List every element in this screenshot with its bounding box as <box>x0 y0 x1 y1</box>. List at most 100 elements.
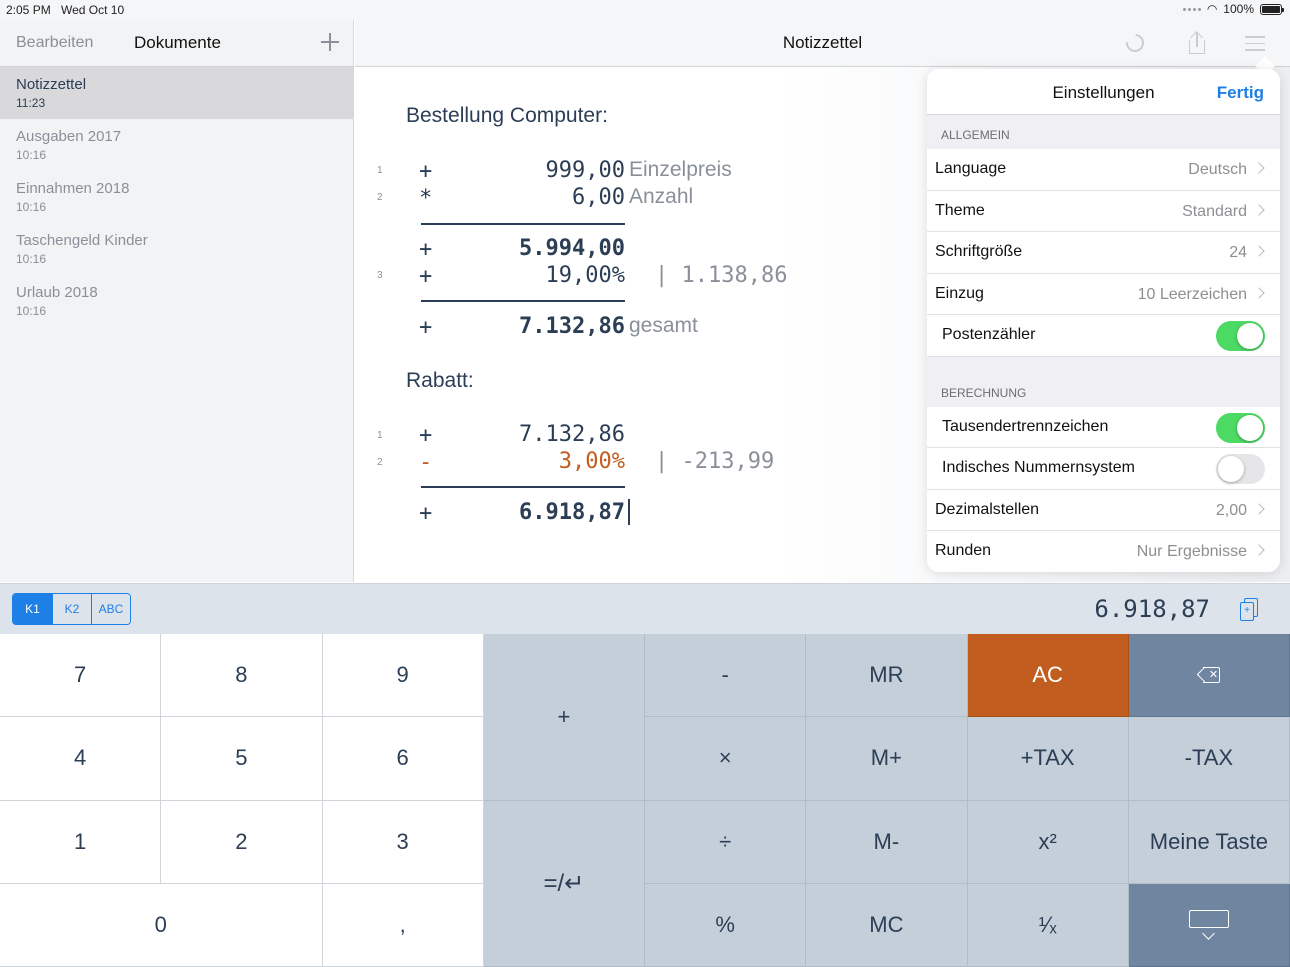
chevron-right-icon <box>1253 203 1265 216</box>
line-value: 6,00 <box>572 185 625 210</box>
line-value: 3,00% <box>558 449 625 474</box>
line-operator: + <box>419 159 433 184</box>
document-name: Ausgaben 2017 <box>16 128 122 145</box>
main-navbar: Notizzettel <box>355 20 1290 67</box>
indian-numbering-toggle[interactable] <box>1216 454 1265 484</box>
chevron-right-icon <box>1253 245 1265 257</box>
key-1[interactable]: 1 <box>0 800 162 884</box>
key-plus[interactable]: + <box>483 634 645 801</box>
setting-indent[interactable]: Einzug 10 Leerzeichen <box>927 273 1280 315</box>
line-operator: - <box>419 450 433 475</box>
setting-indian-numbering: Indisches Nummernsystem <box>927 448 1280 490</box>
setting-value: 10 Leerzeichen <box>1137 285 1247 303</box>
line-number: 1 <box>377 165 383 176</box>
key-9[interactable]: 9 <box>322 634 484 718</box>
tab-k2[interactable]: K2 <box>52 594 91 624</box>
key-custom[interactable]: Meine Taste <box>1128 800 1290 884</box>
key-4[interactable]: 4 <box>0 717 162 801</box>
key-6[interactable]: 6 <box>322 717 484 801</box>
key-reciprocal[interactable]: ¹⁄ₓ <box>967 883 1129 967</box>
setting-label: Einzug <box>935 284 984 302</box>
key-0[interactable]: 0 <box>0 883 323 967</box>
document-item[interactable]: Notizzettel 11:23 <box>0 67 353 119</box>
setting-label: Language <box>935 160 1007 177</box>
key-comma[interactable]: , <box>322 883 484 967</box>
setting-label: Indisches Nummernsystem <box>942 459 1135 476</box>
document-time: 10:16 <box>16 252 47 266</box>
key-8[interactable]: 8 <box>161 634 323 718</box>
document-time: 10:16 <box>16 148 47 162</box>
chevron-right-icon <box>1253 286 1265 299</box>
block-heading: Rabatt: <box>406 369 474 392</box>
key-2[interactable]: 2 <box>161 800 323 884</box>
setting-rounding[interactable]: Runden Nur Ergebnisse <box>927 531 1280 572</box>
key-backspace[interactable]: ✕ <box>1128 634 1290 718</box>
document-item[interactable]: Ausgaben 2017 10:16 <box>0 119 353 171</box>
key-7[interactable]: 7 <box>0 634 162 718</box>
document-name: Einnahmen 2018 <box>16 180 130 197</box>
setting-decimal-places[interactable]: Dezimalstellen 2,00 <box>927 489 1280 531</box>
setting-label: Dezimalstellen <box>935 500 1040 518</box>
edit-button[interactable]: Bearbeiten <box>16 34 94 51</box>
line-label: Einzelpreis <box>629 158 732 181</box>
key-hide-keyboard[interactable] <box>1128 883 1290 967</box>
documents-sidebar: Bearbeiten Dokumente Notizzettel 11:23 A… <box>0 20 354 582</box>
tab-abc[interactable]: ABC <box>91 594 130 624</box>
sum-divider <box>421 223 625 225</box>
setting-label: Theme <box>935 201 985 219</box>
document-item[interactable]: Taschengeld Kinder 10:16 <box>0 223 353 275</box>
tab-k1[interactable]: K1 <box>13 594 52 624</box>
key-memory-clear[interactable]: MC <box>806 883 968 967</box>
text-caret <box>628 499 630 525</box>
wifi-icon: ◠ <box>1206 2 1218 16</box>
setting-value: 24 <box>1229 244 1247 261</box>
key-divide[interactable]: ÷ <box>645 800 807 884</box>
line-number: 3 <box>377 270 383 281</box>
result-display: 6.918,87 <box>1094 595 1210 623</box>
add-document-icon[interactable] <box>320 32 340 52</box>
key-equals-enter[interactable]: =/↵ <box>483 800 645 967</box>
key-square[interactable]: x² <box>967 800 1129 884</box>
document-name: Notizzettel <box>16 76 87 93</box>
thousands-separator-toggle[interactable] <box>1216 412 1265 443</box>
document-item[interactable]: Urlaub 2018 10:16 <box>0 275 353 327</box>
done-button[interactable]: Fertig <box>1216 83 1264 102</box>
share-icon[interactable] <box>1187 31 1209 54</box>
key-memory-minus[interactable]: M- <box>806 800 968 884</box>
keyboard-segmented-control: K1 K2 ABC <box>12 593 131 625</box>
setting-label: Tausendertrennzeichen <box>942 417 1109 435</box>
keyboard-dismiss-icon <box>1187 909 1231 940</box>
calculator-keypad: 7 8 9 + - MR AC ✕ 4 5 6 × M+ +TAX -TAX 1… <box>0 634 1290 967</box>
settings-title: Einstellungen <box>1052 83 1155 102</box>
setting-font-size[interactable]: Schriftgröße 24 <box>927 232 1280 274</box>
document-item[interactable]: Einnahmen 2018 10:16 <box>0 171 353 223</box>
key-percent[interactable]: % <box>645 883 807 967</box>
block-heading: Bestellung Computer: <box>406 104 608 127</box>
key-minus[interactable]: - <box>645 634 807 718</box>
key-add-tax[interactable]: +TAX <box>967 717 1129 801</box>
key-memory-recall[interactable]: MR <box>806 634 968 718</box>
menu-icon[interactable] <box>1245 36 1267 58</box>
setting-language[interactable]: Language Deutsch <box>927 149 1280 191</box>
line-operator: + <box>419 423 433 448</box>
key-subtract-tax[interactable]: -TAX <box>1128 717 1290 801</box>
line-label: Anzahl <box>629 185 694 208</box>
key-5[interactable]: 5 <box>161 717 323 801</box>
document-name: Taschengeld Kinder <box>16 232 148 249</box>
document-name: Urlaub 2018 <box>16 284 98 301</box>
line-aux-result: | 1.138,86 <box>655 263 788 288</box>
line-aux-result: | -213,99 <box>655 449 775 474</box>
key-3[interactable]: 3 <box>322 800 484 884</box>
status-time: 2:05 PM <box>6 3 51 17</box>
line-value: 7.132,86 <box>519 422 625 447</box>
setting-label: Schriftgröße <box>935 243 1023 260</box>
setting-theme[interactable]: Theme Standard <box>927 190 1280 232</box>
sidebar-title: Dokumente <box>134 33 221 52</box>
key-memory-plus[interactable]: M+ <box>806 717 968 801</box>
status-date: Wed Oct 10 <box>61 3 125 17</box>
key-multiply[interactable]: × <box>645 717 807 801</box>
chevron-right-icon <box>1253 162 1265 174</box>
item-counter-toggle[interactable] <box>1216 321 1265 351</box>
copy-plus-icon[interactable]: + <box>1240 598 1258 621</box>
key-all-clear[interactable]: AC <box>967 634 1129 718</box>
